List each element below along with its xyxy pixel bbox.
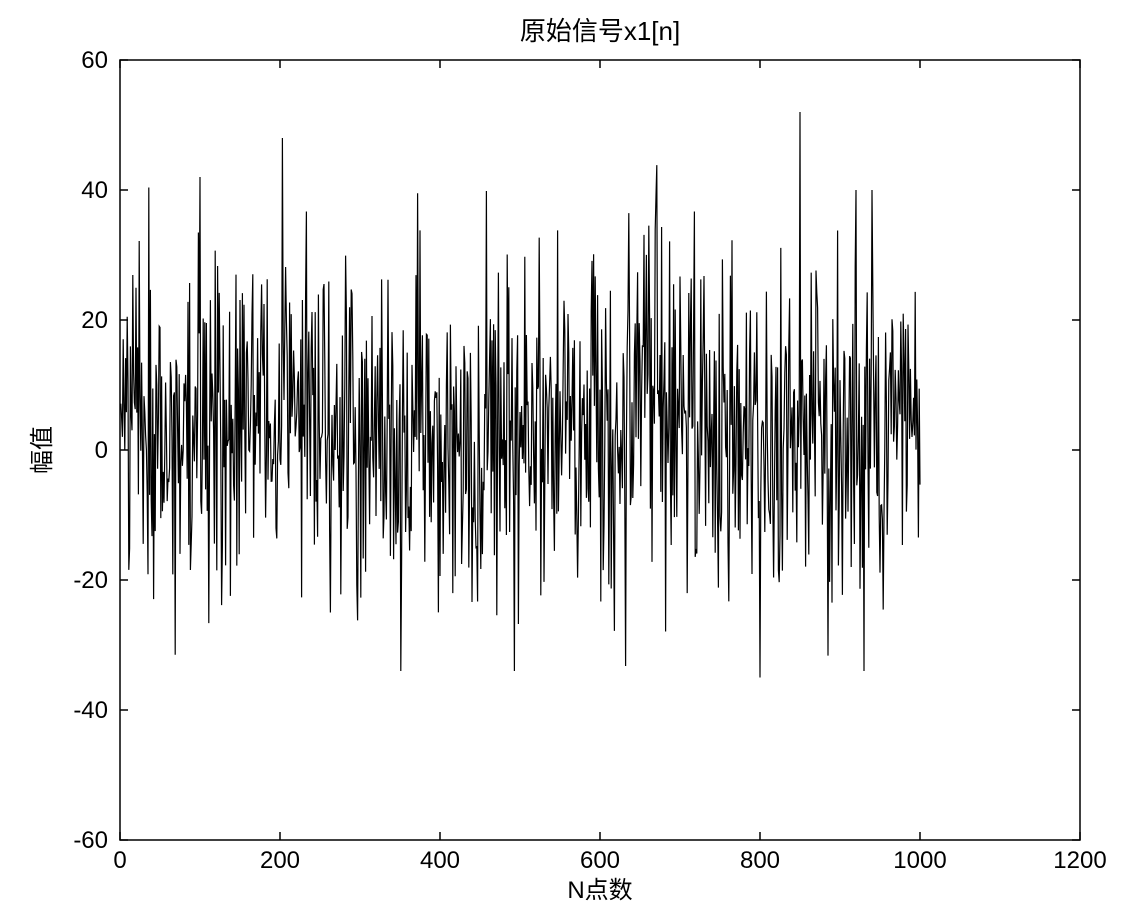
svg-text:600: 600	[580, 847, 620, 874]
svg-text:20: 20	[81, 307, 108, 334]
signal-line	[121, 112, 920, 678]
chart-xlabel: N点数	[567, 877, 632, 904]
chart-ylabel: 幅值	[29, 426, 56, 474]
svg-text:-20: -20	[73, 567, 108, 594]
svg-text:40: 40	[81, 177, 108, 204]
svg-text:1000: 1000	[893, 847, 946, 874]
svg-text:400: 400	[420, 847, 460, 874]
svg-text:-60: -60	[73, 827, 108, 854]
svg-text:1200: 1200	[1053, 847, 1106, 874]
svg-text:200: 200	[260, 847, 300, 874]
svg-text:800: 800	[740, 847, 780, 874]
svg-text:60: 60	[81, 47, 108, 74]
chart-svg: 0 200 400 600 800 1000 1200 -60 -40 -20 0 20 40 60 原始信…	[0, 0, 1126, 911]
chart-title: 原始信号x1[n]	[520, 16, 680, 46]
signal-chart: 0 200 400 600 800 1000 1200 -60 -40 -20 0 20 40 60 原始信…	[0, 0, 1126, 911]
svg-text:0: 0	[95, 437, 108, 464]
svg-text:-40: -40	[73, 697, 108, 724]
svg-text:0: 0	[113, 847, 126, 874]
